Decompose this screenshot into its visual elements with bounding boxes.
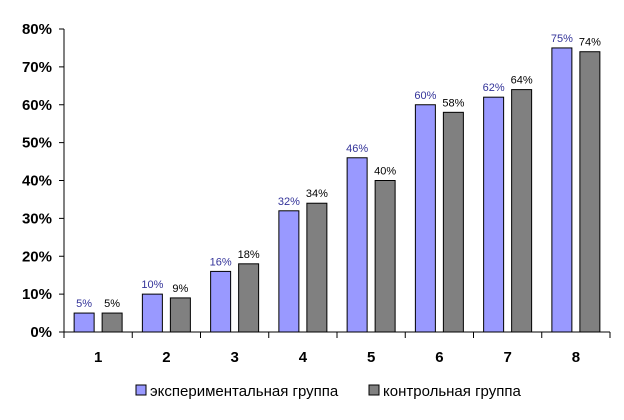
data-label-series-1: 32% — [278, 196, 300, 208]
x-tick-label: 2 — [162, 349, 170, 366]
legend-label-series-1: экспериментальная группа — [150, 383, 339, 400]
bars — [73, 47, 601, 333]
bar-series-1 — [346, 157, 368, 333]
legend: экспериментальная группа контрольная груп… — [135, 383, 521, 400]
bar-series-1 — [278, 210, 300, 333]
y-axis: 0% 10% 20% 30% 40% 50% 60% 70% 80% — [22, 21, 65, 341]
legend-swatch-series-1 — [135, 384, 147, 396]
bar-series-1 — [551, 47, 573, 333]
x-tick-label: 7 — [503, 349, 511, 366]
data-label-series-2: 5% — [104, 298, 120, 310]
x-tick-label: 6 — [435, 349, 443, 366]
y-tick-label: 40% — [22, 173, 52, 190]
y-tick-label: 50% — [22, 135, 52, 152]
y-tick-label: 70% — [22, 59, 52, 76]
data-label-series-1: 5% — [76, 298, 92, 310]
bar-series-2 — [442, 111, 464, 333]
x-tick-label: 1 — [94, 349, 102, 366]
bar-series-1 — [414, 104, 436, 333]
data-label-series-2: 64% — [511, 75, 533, 87]
bar-series-2 — [169, 297, 191, 333]
data-label-series-1: 10% — [141, 279, 163, 291]
bar-series-2 — [306, 202, 328, 333]
data-label-series-2: 40% — [374, 166, 396, 178]
y-tick-label: 0% — [30, 324, 52, 341]
data-label-series-1: 46% — [346, 143, 368, 155]
y-tick-label: 60% — [22, 97, 52, 114]
y-tick-label: 10% — [22, 286, 52, 303]
data-label-series-1: 75% — [551, 33, 573, 45]
data-label-series-1: 16% — [210, 256, 232, 268]
y-tick-label: 20% — [22, 248, 52, 265]
bar-series-2 — [374, 180, 396, 333]
bar-series-2 — [238, 263, 260, 333]
x-tick-label: 4 — [299, 349, 308, 366]
x-tick-label: 8 — [572, 349, 580, 366]
bar-series-1 — [210, 270, 232, 333]
bar-series-2 — [579, 51, 601, 333]
data-label-series-2: 34% — [306, 188, 328, 200]
legend-swatch-series-2 — [368, 384, 380, 396]
x-tick-label: 5 — [367, 349, 375, 366]
x-axis: 1 2 3 4 5 6 7 8 — [63, 331, 611, 366]
bar-series-2 — [101, 312, 123, 333]
bar-series-1 — [73, 312, 95, 333]
y-tick-label: 80% — [22, 21, 52, 38]
data-label-series-2: 18% — [238, 249, 260, 261]
data-label-series-2: 58% — [442, 97, 464, 109]
data-labels: 5% 5% 10% 9% 16% 18% 32% 34% 46% 40% 60% 58% 62% 64% 7… — [76, 33, 601, 310]
bar-series-2 — [511, 89, 533, 333]
data-label-series-1: 62% — [483, 82, 505, 94]
x-tick-label: 3 — [230, 349, 238, 366]
y-tick-label: 30% — [22, 210, 52, 227]
bar-series-1 — [141, 293, 163, 333]
data-label-series-2: 9% — [172, 283, 188, 295]
legend-label-series-2: контрольная группа — [383, 383, 521, 400]
data-label-series-2: 74% — [579, 37, 601, 49]
data-label-series-1: 60% — [414, 90, 436, 102]
bar-series-1 — [483, 96, 505, 333]
